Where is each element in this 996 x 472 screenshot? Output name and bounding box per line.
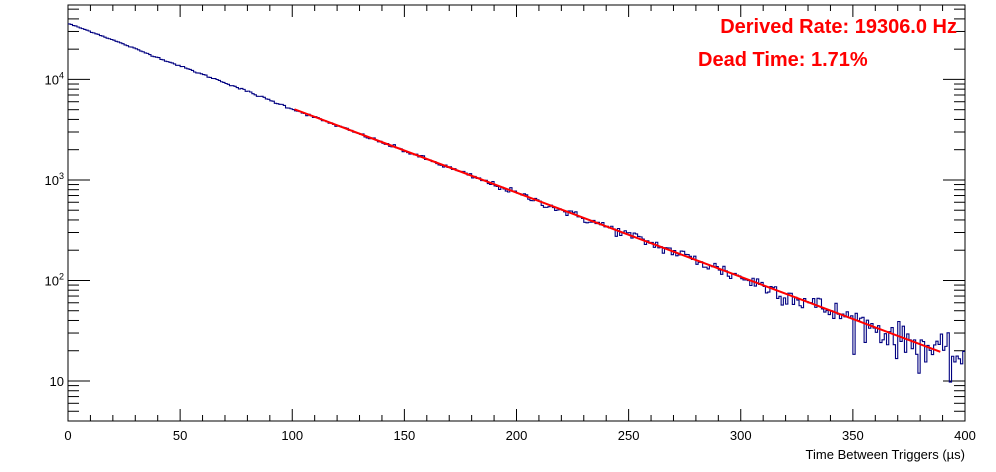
x-tick-label: 50 xyxy=(173,428,187,443)
y-tick-label: 103 xyxy=(45,171,64,188)
fit-line xyxy=(294,108,941,353)
x-tick-label: 400 xyxy=(954,428,976,443)
y-tick-label: 102 xyxy=(45,271,64,288)
series-layer xyxy=(68,23,965,383)
x-tick-label: 300 xyxy=(730,428,752,443)
y-tick-base: 10 xyxy=(45,273,59,288)
y-tick-base: 10 xyxy=(45,173,59,188)
derived-rate-label: Derived Rate: 19306.0 Hz xyxy=(720,16,957,38)
y-tick-label: 10 xyxy=(50,374,64,389)
y-tick-base: 10 xyxy=(50,374,64,389)
dead-time-label: Dead Time: 1.71% xyxy=(698,49,868,71)
y-tick-exponent: 3 xyxy=(59,171,64,181)
x-tick-label: 0 xyxy=(64,428,71,443)
x-tick-label: 100 xyxy=(281,428,303,443)
y-tick-base: 10 xyxy=(45,72,59,87)
histogram-series xyxy=(68,23,965,383)
y-tick-exponent: 2 xyxy=(59,271,64,281)
x-tick-label: 150 xyxy=(394,428,416,443)
x-tick-label: 350 xyxy=(842,428,864,443)
x-tick-label: 200 xyxy=(506,428,528,443)
x-axis-title: Time Between Triggers (µs) xyxy=(806,447,965,462)
x-tick-label: 250 xyxy=(618,428,640,443)
y-tick-label: 104 xyxy=(45,70,64,87)
x-axis-ticks: 0 50 100 150 200 250 300 350 400 xyxy=(64,5,976,443)
y-tick-exponent: 4 xyxy=(59,70,64,80)
